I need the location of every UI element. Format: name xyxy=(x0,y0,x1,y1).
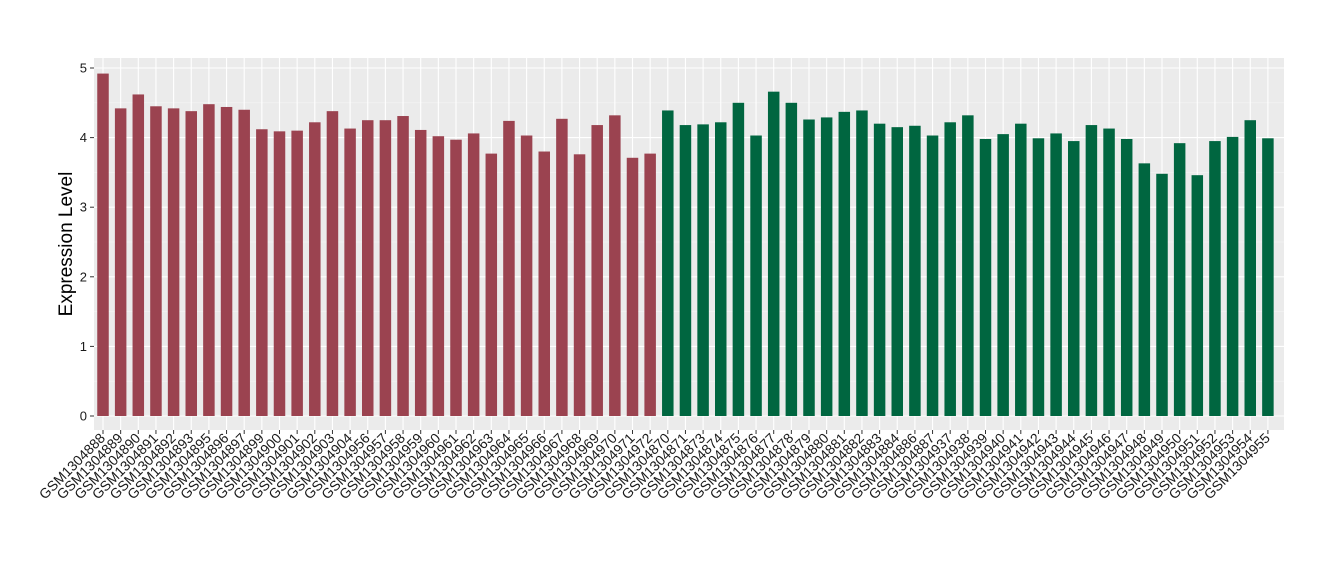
bar-GSM1304957 xyxy=(379,120,392,416)
bar-GSM1304886 xyxy=(909,125,921,416)
bar-GSM1304971 xyxy=(626,157,639,416)
bar-GSM1304880 xyxy=(820,117,833,416)
bar-GSM1304878 xyxy=(785,102,798,417)
bar-GSM1304970 xyxy=(609,115,621,416)
bar-GSM1304955 xyxy=(1262,138,1274,416)
bar-GSM1304947 xyxy=(1120,138,1133,416)
bar-GSM1304883 xyxy=(873,123,886,417)
y-tick-label: 2 xyxy=(80,269,87,284)
bar-GSM1304877 xyxy=(767,91,780,416)
bar-GSM1304958 xyxy=(397,116,409,417)
bar-GSM1304941 xyxy=(1015,123,1027,417)
bar-GSM1304895 xyxy=(203,104,215,416)
bar-GSM1304963 xyxy=(485,153,498,416)
bar-GSM1304964 xyxy=(503,120,515,417)
bar-GSM1304951 xyxy=(1191,175,1204,416)
bar-GSM1304902 xyxy=(309,122,321,417)
bar-GSM1304939 xyxy=(979,138,992,416)
bar-GSM1304882 xyxy=(856,110,868,417)
bar-GSM1304889 xyxy=(114,108,127,417)
y-tick-label: 1 xyxy=(80,339,87,354)
bars xyxy=(97,73,1274,417)
bar-GSM1304943 xyxy=(1050,133,1062,416)
bar-GSM1304899 xyxy=(256,129,268,417)
bar-GSM1304952 xyxy=(1209,141,1221,416)
bar-GSM1304945 xyxy=(1085,125,1098,417)
bar-GSM1304959 xyxy=(414,129,427,416)
bar-GSM1304903 xyxy=(326,111,339,416)
bar-GSM1304969 xyxy=(591,125,603,417)
bar-GSM1304871 xyxy=(679,125,692,417)
bar-GSM1304956 xyxy=(362,120,374,416)
bar-GSM1304881 xyxy=(838,111,851,417)
bar-GSM1304876 xyxy=(750,135,762,416)
bar-GSM1304940 xyxy=(997,134,1009,416)
bar-GSM1304965 xyxy=(520,135,533,416)
bar-GSM1304893 xyxy=(185,111,197,416)
bar-GSM1304879 xyxy=(803,119,815,416)
bar-GSM1304966 xyxy=(538,151,550,416)
bar-GSM1304870 xyxy=(662,110,674,417)
bar-GSM1304874 xyxy=(715,122,727,417)
bar-GSM1304904 xyxy=(344,128,356,416)
bar-GSM1304968 xyxy=(573,154,586,416)
bar-GSM1304896 xyxy=(220,106,233,416)
bar-GSM1304900 xyxy=(273,131,286,416)
bar-GSM1304875 xyxy=(732,102,745,417)
bar-GSM1304962 xyxy=(467,133,480,416)
bar-GSM1304961 xyxy=(450,139,462,417)
y-tick-label: 5 xyxy=(80,61,87,76)
bar-GSM1304901 xyxy=(291,130,303,416)
bar-GSM1304948 xyxy=(1138,163,1151,416)
y-tick-label: 4 xyxy=(80,130,87,145)
bar-GSM1304953 xyxy=(1226,136,1239,417)
bar-GSM1304938 xyxy=(962,115,974,416)
bar-GSM1304944 xyxy=(1068,141,1080,416)
y-tick-label: 0 xyxy=(80,409,87,424)
bar-GSM1304937 xyxy=(944,122,956,417)
y-tick-label: 3 xyxy=(80,200,87,215)
bar-GSM1304887 xyxy=(926,135,939,416)
bar-GSM1304950 xyxy=(1173,143,1186,416)
bar-GSM1304972 xyxy=(644,153,656,416)
y-axis: 0 1 2 3 4 5 xyxy=(80,61,94,424)
bar-GSM1304890 xyxy=(132,94,145,416)
bar-GSM1304884 xyxy=(891,127,903,416)
bar-GSM1304891 xyxy=(150,106,162,416)
bar-GSM1304949 xyxy=(1156,173,1168,416)
bar-GSM1304888 xyxy=(97,73,109,417)
bar-GSM1304942 xyxy=(1032,138,1045,416)
bar-GSM1304960 xyxy=(432,136,445,416)
bar-GSM1304873 xyxy=(697,124,709,416)
bar-GSM1304946 xyxy=(1103,128,1115,416)
bar-GSM1304892 xyxy=(167,108,180,417)
bar-GSM1304954 xyxy=(1244,120,1256,416)
x-axis: GSM1304888GSM1304889GSM1304890GSM1304891… xyxy=(36,430,1273,503)
y-axis-title: Expression Level xyxy=(56,172,77,317)
bar-GSM1304897 xyxy=(238,109,250,416)
bar-GSM1304967 xyxy=(556,118,568,417)
